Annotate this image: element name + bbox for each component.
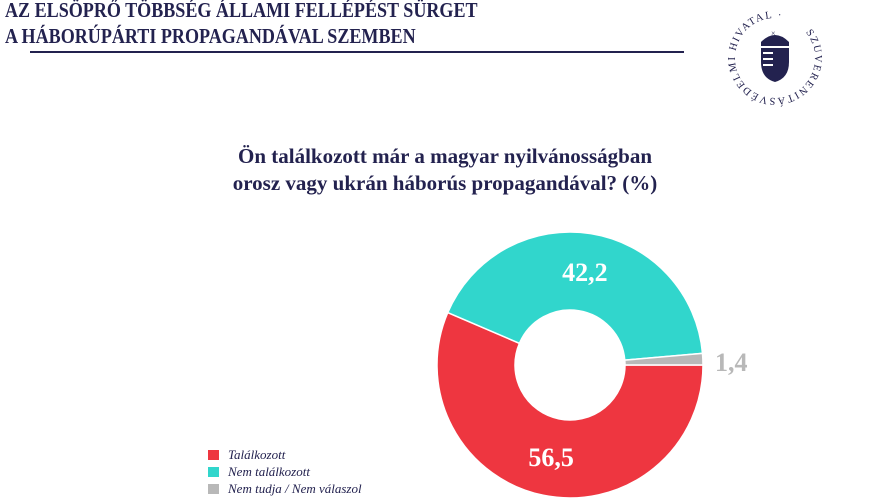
- header-title: AZ ELSÖPRŐ TÖBBSÉG ÁLLAMI FELLÉPÉST SÜRG…: [5, 0, 478, 49]
- legend-swatch: [208, 449, 219, 460]
- donut-slice: [436, 311, 704, 499]
- header-divider: [30, 51, 684, 53]
- legend-item: Nem tudja / Nem válaszol: [208, 480, 362, 497]
- legend-item: Nem találkozott: [208, 463, 362, 480]
- header-line-2: A HÁBORÚPÁRTI PROPAGANDÁVAL SZEMBEN: [5, 24, 416, 48]
- legend-label: Nem találkozott: [228, 463, 310, 479]
- legend-swatch: [208, 466, 219, 477]
- legend-label: Nem tudja / Nem válaszol: [228, 480, 362, 496]
- chart-legend: Találkozott Nem találkozott Nem tudja / …: [208, 446, 362, 497]
- legend-label: Találkozott: [228, 446, 286, 462]
- chart-title-line-2: orosz vagy ukrán háborús propagandával? …: [232, 171, 658, 195]
- chart-title-line-1: Ön találkozott már a magyar nyilvánosság…: [237, 144, 652, 168]
- donut-slice: [623, 352, 704, 366]
- donut-slice: [446, 231, 704, 361]
- legend-item: Találkozott: [208, 446, 362, 463]
- header-line-1: AZ ELSÖPRŐ TÖBBSÉG ÁLLAMI FELLÉPÉST SÜRG…: [5, 0, 478, 22]
- legend-swatch: [208, 483, 219, 494]
- svg-text:×: ×: [771, 29, 776, 38]
- data-label: 56,5: [528, 443, 574, 472]
- chart-title: Ön találkozott már a magyar nyilvánosság…: [150, 143, 740, 197]
- data-label: 42,2: [562, 258, 608, 287]
- data-label: 1,4: [715, 348, 748, 377]
- agency-logo: SZUVERENITÁSVÉDELMI HIVATAL · ×: [727, 10, 822, 107]
